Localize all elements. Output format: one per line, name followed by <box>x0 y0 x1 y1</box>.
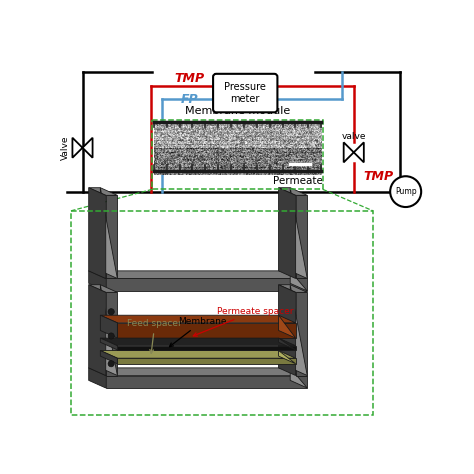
Polygon shape <box>279 188 296 279</box>
Polygon shape <box>290 188 307 279</box>
Polygon shape <box>290 368 307 388</box>
Polygon shape <box>279 188 307 195</box>
Text: valve: valve <box>341 132 366 141</box>
Polygon shape <box>89 285 118 292</box>
Polygon shape <box>100 351 296 358</box>
Text: Permeate: Permeate <box>273 176 323 186</box>
Polygon shape <box>89 368 106 388</box>
Polygon shape <box>296 292 307 375</box>
Polygon shape <box>296 195 307 279</box>
Polygon shape <box>106 279 307 291</box>
Text: Pump: Pump <box>395 187 417 196</box>
Polygon shape <box>100 188 118 279</box>
Polygon shape <box>290 271 307 291</box>
Polygon shape <box>106 195 118 279</box>
Polygon shape <box>354 142 364 163</box>
Circle shape <box>108 333 114 339</box>
Polygon shape <box>89 271 307 279</box>
Polygon shape <box>73 138 82 158</box>
Polygon shape <box>106 375 307 388</box>
Circle shape <box>108 361 114 367</box>
Text: TMP: TMP <box>174 72 204 85</box>
Bar <box>152 120 323 189</box>
Text: TMP: TMP <box>364 170 394 183</box>
Text: Feed spacer: Feed spacer <box>128 319 182 353</box>
FancyBboxPatch shape <box>213 74 277 112</box>
Polygon shape <box>290 285 307 375</box>
Polygon shape <box>279 315 296 338</box>
Polygon shape <box>279 351 296 364</box>
Polygon shape <box>118 358 296 364</box>
Polygon shape <box>89 188 118 195</box>
Polygon shape <box>100 315 296 323</box>
Polygon shape <box>100 338 296 346</box>
Polygon shape <box>89 368 307 375</box>
Text: Permeate spacer: Permeate spacer <box>193 307 293 336</box>
Circle shape <box>390 176 421 207</box>
Text: Valve: Valve <box>61 136 70 160</box>
Polygon shape <box>89 188 106 279</box>
Polygon shape <box>100 338 118 350</box>
Polygon shape <box>344 142 354 163</box>
Polygon shape <box>89 271 106 291</box>
Polygon shape <box>100 351 118 364</box>
Text: Membrane: Membrane <box>170 317 226 346</box>
Polygon shape <box>100 285 118 375</box>
Polygon shape <box>279 338 296 350</box>
Polygon shape <box>118 323 296 338</box>
Circle shape <box>108 309 114 315</box>
Polygon shape <box>89 285 106 375</box>
Polygon shape <box>100 315 118 338</box>
Text: Pressure
meter: Pressure meter <box>224 82 266 104</box>
Polygon shape <box>118 346 296 350</box>
Bar <box>71 211 373 415</box>
Polygon shape <box>279 285 307 292</box>
Text: Membrane module: Membrane module <box>185 106 290 116</box>
Polygon shape <box>82 138 92 158</box>
Polygon shape <box>106 292 118 375</box>
Text: FP: FP <box>181 93 198 106</box>
Polygon shape <box>279 285 296 375</box>
